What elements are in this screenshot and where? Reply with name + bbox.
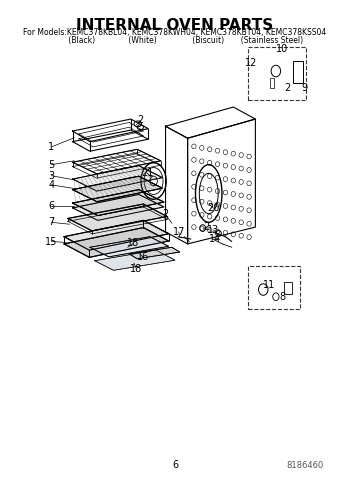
- Polygon shape: [129, 247, 180, 259]
- Text: 11: 11: [264, 280, 276, 290]
- Bar: [293, 61, 303, 83]
- Text: 20: 20: [207, 203, 220, 213]
- Polygon shape: [72, 195, 164, 220]
- Text: 5: 5: [48, 160, 55, 170]
- Bar: [270, 78, 274, 88]
- Text: 4: 4: [48, 180, 55, 190]
- Bar: [247, 47, 306, 100]
- Text: 8: 8: [279, 292, 285, 302]
- Text: 15: 15: [45, 237, 58, 246]
- Text: 2: 2: [162, 209, 168, 219]
- Text: (Black)              (White)               (Biscuit)       (Stainless Steel): (Black) (White) (Biscuit) (Stainless Ste…: [47, 36, 303, 45]
- Text: 16: 16: [137, 252, 149, 262]
- Polygon shape: [64, 220, 169, 250]
- Text: 6: 6: [48, 201, 55, 212]
- Text: 2: 2: [203, 222, 210, 232]
- Text: 18: 18: [127, 239, 140, 248]
- Text: INTERNAL OVEN PARTS: INTERNAL OVEN PARTS: [76, 18, 274, 33]
- Text: 8186460: 8186460: [286, 461, 323, 469]
- Text: 18: 18: [131, 264, 143, 274]
- Polygon shape: [72, 176, 162, 201]
- Polygon shape: [90, 237, 169, 257]
- Polygon shape: [94, 250, 175, 270]
- Polygon shape: [64, 227, 169, 257]
- Text: For Models:KEMC378KBL04, KEMC378KWH04, KEMC378KBT04, KEMC378KSS04: For Models:KEMC378KBL04, KEMC378KWH04, K…: [23, 28, 327, 37]
- Text: 10: 10: [276, 44, 288, 55]
- Polygon shape: [68, 204, 167, 231]
- Polygon shape: [72, 166, 162, 191]
- Text: 17: 17: [173, 227, 185, 237]
- Text: 21: 21: [141, 168, 153, 178]
- Text: 3: 3: [48, 170, 55, 181]
- Text: 2: 2: [137, 115, 144, 126]
- Text: 1: 1: [48, 142, 55, 152]
- Text: 9: 9: [301, 83, 307, 93]
- Text: 12: 12: [245, 58, 258, 68]
- Text: 6: 6: [172, 460, 178, 469]
- Text: 2: 2: [285, 83, 291, 93]
- Text: 7: 7: [48, 217, 55, 227]
- Text: 13: 13: [207, 225, 219, 235]
- Bar: [284, 283, 292, 294]
- Polygon shape: [72, 190, 164, 215]
- Text: 14: 14: [209, 234, 222, 244]
- Bar: [247, 266, 300, 309]
